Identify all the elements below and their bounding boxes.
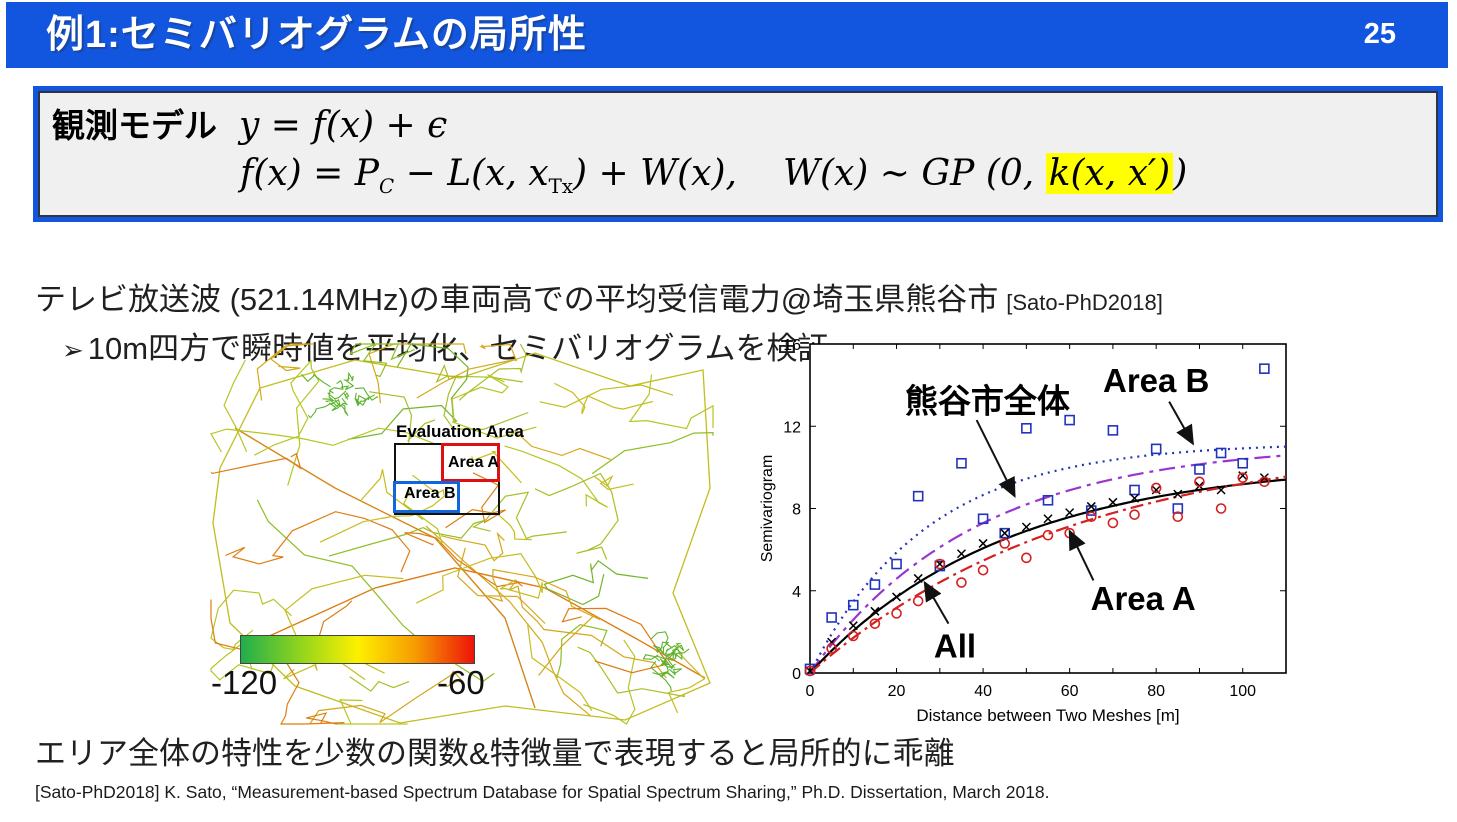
area-a-label: Area A: [448, 454, 499, 471]
svg-text:12: 12: [783, 419, 801, 436]
formula-seg: − L(x, x: [394, 153, 549, 194]
body-text-line2: ➢ 10m四方で瞬時値を平均化、セミバリオグラムを検証: [62, 323, 829, 368]
svg-text:熊谷市全体: 熊谷市全体: [905, 383, 1070, 420]
formula-line1: y = f(x) + ϵ: [239, 105, 448, 146]
body-text-line1: テレビ放送波 (521.14MHz)の車両高での平均受信電力@埼玉県熊谷市 [Sa…: [35, 274, 1163, 319]
semivariogram-chart: 0 20 40 60 80 100 0 4 8 12 16 Distance between Two …: [759, 337, 1287, 725]
svg-text:60: 60: [1061, 683, 1079, 700]
svg-text:16: 16: [783, 337, 801, 354]
svg-text:0: 0: [792, 666, 801, 683]
formula-seg: f(x) = P: [240, 153, 379, 194]
road-network-map: [210, 343, 714, 725]
svg-text:All: All: [934, 627, 976, 664]
body-text-line2-main: 10m四方で瞬時値を平均化、セミバリオグラムを検証: [87, 331, 829, 366]
svg-text:Semivariogram: Semivariogram: [759, 455, 776, 563]
formula-seg: (0,: [974, 153, 1046, 194]
model-label: 観測モデル: [52, 107, 217, 144]
formula-subscript-c: C: [379, 175, 395, 199]
slide-title: 例1:セミバリオグラムの局所性: [46, 14, 587, 56]
svg-text:Distance between Two Meshes [m: Distance between Two Meshes [m]: [916, 706, 1179, 725]
title-bar: 例1:セミバリオグラムの局所性 25: [6, 2, 1448, 68]
model-formula-row1: 観測モデル y = f(x) + ϵ: [52, 99, 447, 147]
page-number: 25: [1363, 18, 1396, 50]
observation-model-box: 観測モデル y = f(x) + ϵ f(x) = PC − L(x, xTx) …: [33, 86, 1443, 222]
svg-text:4: 4: [792, 584, 801, 601]
coverage-map-figure: Evaluation Area Area A Area B -120 -60: [205, 338, 720, 730]
formula-subscript-tx: Tx: [548, 175, 573, 199]
conclusion-text: エリア全体の特性を少数の関数&特徴量で表現すると局所的に乖離: [35, 736, 955, 771]
formula-line2: f(x) = PC − L(x, xTx) + W(x), W(x) ∼ GP (…: [240, 153, 1187, 198]
svg-text:8: 8: [792, 502, 801, 519]
area-b-rect: [393, 481, 460, 513]
area-a-rect: [441, 443, 500, 482]
arrow-bullet-icon: ➢: [62, 335, 84, 365]
svg-text:20: 20: [888, 683, 906, 700]
kernel-highlight: k(x, x′): [1045, 153, 1174, 194]
colorbar: [240, 635, 475, 664]
svg-text:Area B: Area B: [1103, 362, 1209, 399]
svg-text:0: 0: [806, 683, 815, 700]
formula-seg: ): [1173, 153, 1188, 194]
formula-seg: ) + W(x),: [573, 153, 737, 194]
colorbar-max-label: -60: [437, 664, 485, 701]
area-b-label: Area B: [404, 485, 456, 502]
svg-text:80: 80: [1147, 683, 1165, 700]
svg-text:100: 100: [1229, 683, 1256, 700]
colorbar-min-label: -120: [211, 664, 278, 701]
inline-citation-ref: [Sato-PhD2018]: [1006, 290, 1163, 315]
svg-text:40: 40: [974, 683, 992, 700]
citation-text: [Sato-PhD2018] K. Sato, “Measurement-bas…: [35, 782, 1050, 802]
formula-seg: W(x) ∼ GP: [782, 153, 975, 194]
evaluation-area-label: Evaluation Area: [396, 422, 524, 441]
svg-text:Area A: Area A: [1091, 580, 1196, 617]
body-text-line1-main: テレビ放送波 (521.14MHz)の車両高での平均受信電力@埼玉県熊谷市: [35, 282, 999, 317]
